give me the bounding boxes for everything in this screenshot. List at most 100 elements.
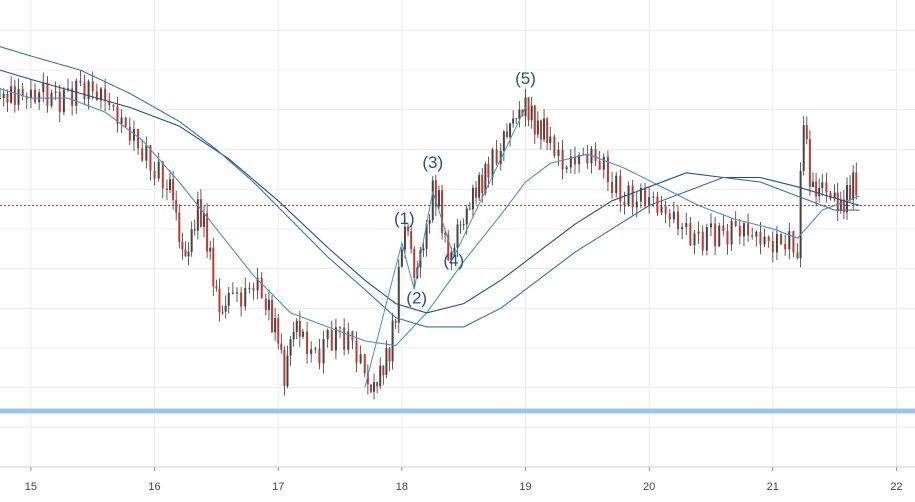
candle-body — [530, 105, 533, 121]
x-tick-label: 22 — [890, 481, 902, 493]
candle-body — [83, 82, 86, 100]
candle-body — [283, 350, 286, 387]
candle-body — [193, 229, 196, 231]
x-axis-ticks: 15 16 17 18 19 20 21 22 — [25, 467, 903, 493]
candle-body — [75, 80, 78, 106]
candle-body — [450, 252, 453, 260]
candle-body — [355, 340, 358, 363]
candle-body — [181, 242, 184, 250]
candle-body — [373, 382, 376, 392]
candle-body — [50, 92, 53, 106]
candle-body — [788, 231, 791, 250]
candle-body — [366, 373, 369, 385]
candle-body — [382, 365, 385, 375]
x-tick-label: 17 — [272, 481, 284, 493]
candle-body — [145, 145, 148, 161]
candle-body — [274, 318, 277, 333]
candle-body — [747, 223, 750, 236]
candle-body — [512, 118, 515, 124]
candle-body — [240, 292, 243, 307]
candle-body — [453, 247, 456, 253]
candle-body — [447, 234, 450, 260]
candle-body — [734, 221, 737, 226]
candle-body — [573, 156, 576, 165]
candle-body — [627, 185, 630, 206]
candle-body — [256, 277, 259, 291]
moving-averages — [0, 46, 860, 347]
candle-body — [606, 156, 609, 183]
candle-body — [34, 89, 37, 103]
candle-body — [821, 182, 824, 188]
candle-body — [206, 213, 209, 252]
candle-body — [656, 196, 659, 213]
candle-body — [199, 199, 202, 227]
candle-body — [112, 104, 115, 107]
candle-body — [326, 330, 329, 340]
candle-body — [557, 149, 560, 157]
candle-body — [359, 354, 362, 363]
candle-body — [677, 211, 680, 230]
candle-body — [13, 86, 16, 105]
candle-body — [619, 175, 622, 202]
candle-body — [397, 266, 400, 323]
candle-body — [456, 224, 459, 248]
candle-body — [615, 175, 618, 194]
candle-body — [227, 293, 230, 306]
candle-body — [292, 332, 295, 340]
candle-body — [153, 170, 156, 179]
candle-body — [705, 227, 708, 251]
candle-body — [829, 192, 832, 199]
candle-body — [347, 331, 350, 350]
candle-body — [413, 248, 416, 278]
candle-body — [330, 330, 333, 351]
candle-body — [849, 184, 852, 201]
wave-label-3: (3) — [422, 153, 443, 172]
candle-body — [802, 125, 805, 171]
candle-body — [388, 348, 391, 362]
candle-body — [799, 170, 802, 259]
candle-body — [318, 348, 321, 364]
candle-body — [623, 201, 626, 206]
candle-body — [484, 164, 487, 194]
candle-body — [212, 247, 215, 287]
candle-body — [701, 231, 704, 251]
candle-body — [157, 161, 160, 179]
candle-body — [289, 339, 292, 356]
candle-body — [644, 188, 647, 207]
candle-body — [203, 213, 206, 227]
candle-body — [310, 349, 313, 355]
candle-body — [224, 305, 227, 312]
candle-body — [845, 184, 848, 213]
candle-body — [79, 80, 82, 83]
x-tick-label: 18 — [396, 481, 408, 493]
candle-body — [818, 187, 821, 197]
candle-body — [481, 175, 484, 194]
candle-body — [602, 156, 605, 170]
candle-body — [400, 249, 403, 267]
candle-body — [495, 149, 498, 164]
candle-body — [808, 139, 811, 187]
candle-body — [722, 225, 725, 232]
wave-label-2: (2) — [406, 289, 427, 308]
candle-body — [376, 382, 379, 387]
wave-labels: (1) (2) (3) (4) (5) — [394, 69, 536, 307]
candle-body — [196, 199, 199, 231]
candle-body — [839, 199, 842, 212]
candle-body — [124, 117, 127, 127]
candle-body — [499, 150, 502, 164]
candle-body — [410, 231, 413, 249]
candle-body — [403, 226, 406, 250]
candle-body — [0, 98, 1, 100]
candle-body — [685, 223, 688, 228]
candle-body — [252, 287, 255, 291]
candle-body — [322, 339, 325, 364]
candle-body — [780, 234, 783, 245]
candle-body — [244, 287, 247, 307]
candle-body — [444, 233, 447, 235]
candle-body — [116, 106, 119, 124]
candle-body — [672, 211, 675, 220]
candle-body — [379, 365, 382, 387]
candle-body — [391, 320, 394, 362]
